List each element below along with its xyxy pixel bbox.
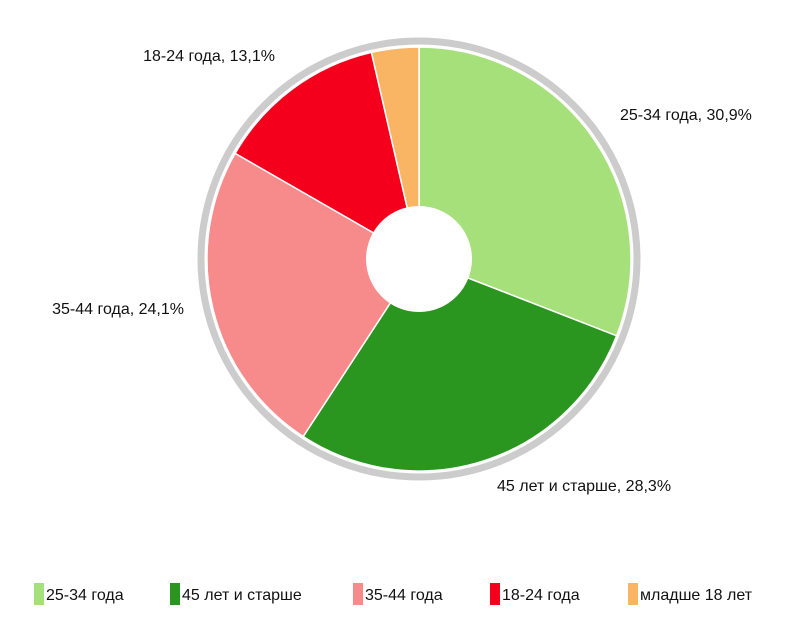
legend-swatch <box>170 583 180 605</box>
legend-swatch <box>628 583 638 605</box>
legend-swatch <box>353 583 363 605</box>
legend-label: 25-34 года <box>46 587 124 604</box>
legend-label: 18-24 года <box>502 587 580 604</box>
legend: 25-34 года 45 лет и старше 35-44 года 18-24… <box>34 583 753 605</box>
legend-item-2: 45 лет и старше <box>170 583 302 605</box>
legend-label: 35-44 года <box>365 587 443 604</box>
slice-label-2: 45 лет и старше, 28,3% <box>497 478 671 495</box>
slice-label-1: 25-34 года, 30,9% <box>620 107 752 124</box>
legend-swatch <box>34 583 44 605</box>
pie-slice-1 <box>418 46 632 337</box>
legend-item-5: младше 18 лет <box>628 583 753 605</box>
pie-outer-ring <box>197 37 641 481</box>
legend-label: младше 18 лет <box>640 587 753 604</box>
slice-labels: 25-34 года, 30,9% 45 лет и старше, 28,3% 3… <box>52 48 752 495</box>
donut-hole <box>366 206 472 312</box>
slice-label-3: 35-44 года, 24,1% <box>52 301 184 318</box>
legend-swatch <box>490 583 500 605</box>
pie-slices <box>206 46 632 472</box>
pie-slice-3 <box>206 152 421 438</box>
legend-item-4: 18-24 года <box>490 583 580 605</box>
pie-slice-2 <box>302 258 618 472</box>
pie-slice-4 <box>234 51 421 261</box>
slice-label-4: 18-24 года, 13,1% <box>143 48 275 65</box>
legend-item-3: 35-44 года <box>353 583 443 605</box>
legend-label: 45 лет и старше <box>182 587 302 604</box>
legend-item-1: 25-34 года <box>34 583 124 605</box>
pie-slice-5 <box>370 46 420 260</box>
